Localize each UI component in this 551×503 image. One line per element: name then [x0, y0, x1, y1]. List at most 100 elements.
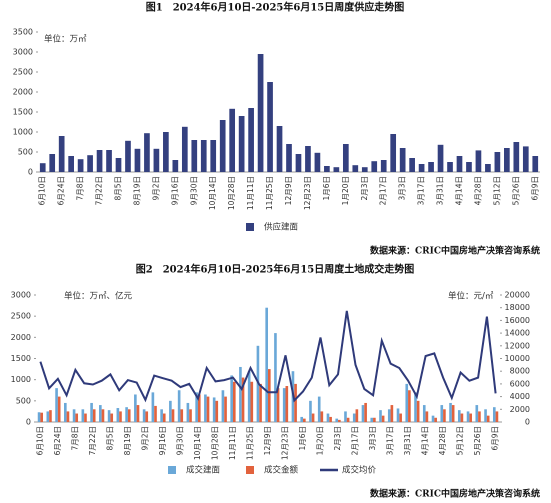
bar [66, 411, 70, 422]
bar [314, 152, 321, 172]
x-tick-label: 9月2日 [140, 426, 149, 451]
bar [492, 407, 496, 422]
bar [451, 405, 455, 422]
bar [49, 154, 56, 172]
bar [136, 405, 140, 422]
bar [532, 156, 539, 172]
bar [204, 394, 207, 422]
bar [58, 136, 65, 172]
x-tick-label: 12月23日 [281, 426, 290, 460]
bar [96, 150, 103, 172]
y-tick-label: 2500 [11, 312, 31, 321]
x-tick-label: 9月30日 [175, 426, 184, 455]
bar [295, 154, 302, 172]
x-tick-label: 11月11日 [228, 426, 237, 460]
y-tick-label: 3000 [13, 48, 33, 57]
bar [449, 402, 452, 422]
x-tick-label: 9月2日 [151, 176, 160, 201]
x-tick-label: 8月5日 [105, 426, 114, 451]
bar [215, 400, 219, 422]
bar [399, 413, 402, 422]
bar [484, 409, 487, 422]
x-tick-label: 11月11日 [246, 176, 255, 210]
bar [212, 397, 216, 422]
bar [210, 140, 217, 172]
x-tick-label: 8月19日 [123, 426, 132, 455]
bar [324, 166, 330, 172]
bar [257, 54, 264, 172]
bar [329, 416, 332, 422]
bar [457, 410, 461, 422]
bar [475, 405, 479, 422]
x-tick-label: 7月8日 [76, 176, 85, 201]
bar [456, 156, 463, 172]
y-tick-label: 500 [16, 396, 31, 405]
bar [247, 371, 251, 422]
bar [380, 160, 387, 172]
bar [107, 410, 111, 422]
bar [84, 413, 87, 422]
legend-label: 成交金额 [264, 465, 299, 476]
legend-label: 成交均价 [342, 465, 377, 476]
bar [414, 392, 417, 422]
y2-tick-label: 4000 [510, 392, 530, 401]
bar [90, 402, 93, 422]
bar [303, 418, 306, 422]
bar [373, 417, 376, 422]
bar [250, 381, 254, 422]
y-tick-label: 500 [18, 148, 33, 157]
x-tick-label: 1月6日 [322, 176, 331, 201]
x-tick-label: 6月9日 [491, 426, 500, 451]
bar [495, 411, 499, 422]
bar [361, 167, 368, 172]
x-tick-label: 10月14日 [193, 426, 202, 460]
x-tick-label: 8月5日 [114, 176, 123, 201]
legend-swatch [246, 466, 254, 474]
bar [142, 409, 146, 422]
bar [110, 413, 114, 422]
bar [81, 409, 85, 422]
x-tick-label: 6月10日 [35, 426, 44, 455]
y-tick-label: 2000 [11, 333, 31, 342]
source-note: 数据来源：CRIC中国房地产决策咨询系统 [370, 488, 540, 500]
x-tick-label: 9月16日 [158, 426, 167, 455]
bar [352, 413, 356, 422]
bar [241, 377, 245, 422]
bar [418, 164, 425, 172]
bar [229, 108, 236, 172]
bar [171, 409, 175, 422]
bar [144, 133, 150, 172]
bar [434, 417, 437, 422]
x-tick-label: 2月17日 [379, 176, 388, 205]
unit-label: 单位：元/㎡ [448, 291, 494, 302]
bar [40, 412, 44, 422]
bar [494, 152, 501, 172]
bar [177, 390, 181, 422]
bar [169, 400, 172, 422]
bar [265, 307, 268, 422]
bar [72, 409, 76, 422]
x-tick-label: 3月3日 [398, 176, 407, 201]
bar [466, 162, 472, 172]
bar [92, 409, 96, 422]
y-tick-label: 0 [26, 418, 31, 427]
x-tick-label: 7月8日 [70, 426, 79, 451]
bar [46, 411, 50, 422]
bar [335, 418, 339, 422]
bar [77, 159, 84, 172]
bar [381, 415, 385, 422]
bar [344, 411, 347, 422]
legend-swatch [168, 466, 176, 474]
bar [115, 158, 122, 172]
price-line [39, 310, 497, 403]
y2-tick-label: 2000 [510, 405, 530, 414]
x-tick-label: 12月23日 [303, 176, 312, 210]
x-tick-label: 5月12日 [456, 426, 465, 455]
y-tick-label: 3000 [11, 291, 31, 300]
bar [370, 417, 374, 422]
bar [379, 410, 382, 422]
y-tick-label: 1500 [11, 354, 31, 363]
x-tick-label: 6月24日 [57, 176, 66, 205]
y-tick-label: 1000 [13, 128, 33, 137]
